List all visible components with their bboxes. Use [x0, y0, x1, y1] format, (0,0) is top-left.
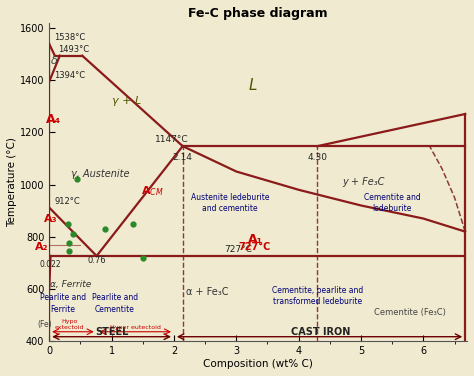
Text: Cementite (Fe₃C): Cementite (Fe₃C)	[374, 308, 446, 317]
X-axis label: Composition (wt% C): Composition (wt% C)	[203, 359, 313, 369]
Title: Fe-C phase diagram: Fe-C phase diagram	[188, 7, 328, 20]
Text: 1538°C: 1538°C	[54, 33, 85, 42]
Text: 0.76: 0.76	[87, 256, 106, 265]
Text: 0.022: 0.022	[40, 260, 62, 269]
Text: A₁: A₁	[247, 233, 263, 246]
Text: STEEL: STEEL	[95, 327, 128, 337]
Text: 1147°C: 1147°C	[155, 135, 189, 144]
Y-axis label: Temperature (°C): Temperature (°C)	[7, 137, 17, 227]
Text: γ + L: γ + L	[111, 96, 141, 106]
Text: Hyper eutectoid: Hyper eutectoid	[110, 325, 161, 330]
Text: Pearlite and
Ferrite: Pearlite and Ferrite	[40, 293, 86, 314]
Text: A₄: A₄	[46, 113, 61, 126]
Text: Austenite ledeburite
and cementite: Austenite ledeburite and cementite	[191, 193, 269, 213]
Text: Pearlite and
Cementite: Pearlite and Cementite	[91, 293, 138, 314]
Text: (Fe): (Fe)	[37, 320, 52, 329]
Text: Cementite, pearlite and
transformed ledeburite: Cementite, pearlite and transformed lede…	[272, 286, 363, 306]
Text: 727°C: 727°C	[239, 242, 271, 252]
Text: α + Fe₃C: α + Fe₃C	[186, 287, 229, 297]
Text: 1394°C: 1394°C	[54, 71, 85, 80]
Text: CAST IRON: CAST IRON	[291, 327, 350, 337]
Text: γ, Austenite: γ, Austenite	[71, 169, 129, 179]
Text: A$_{CM}$: A$_{CM}$	[141, 184, 164, 198]
Text: 2.14: 2.14	[173, 153, 192, 162]
Text: Hypo
extectoid: Hypo extectoid	[55, 319, 84, 330]
Text: 1493°C: 1493°C	[58, 45, 89, 54]
Text: L: L	[249, 78, 257, 93]
Text: 727°C: 727°C	[224, 246, 252, 255]
Text: y + Fe₃C: y + Fe₃C	[342, 177, 385, 187]
Text: 912°C: 912°C	[54, 197, 80, 206]
Text: Cementite and
ledeburite: Cementite and ledeburite	[364, 193, 420, 213]
Text: 4.30: 4.30	[307, 153, 328, 162]
Text: A₃: A₃	[44, 214, 57, 224]
Text: α, Ferrite: α, Ferrite	[50, 280, 91, 289]
Text: δ: δ	[50, 56, 57, 66]
Text: A₂: A₂	[35, 242, 48, 252]
